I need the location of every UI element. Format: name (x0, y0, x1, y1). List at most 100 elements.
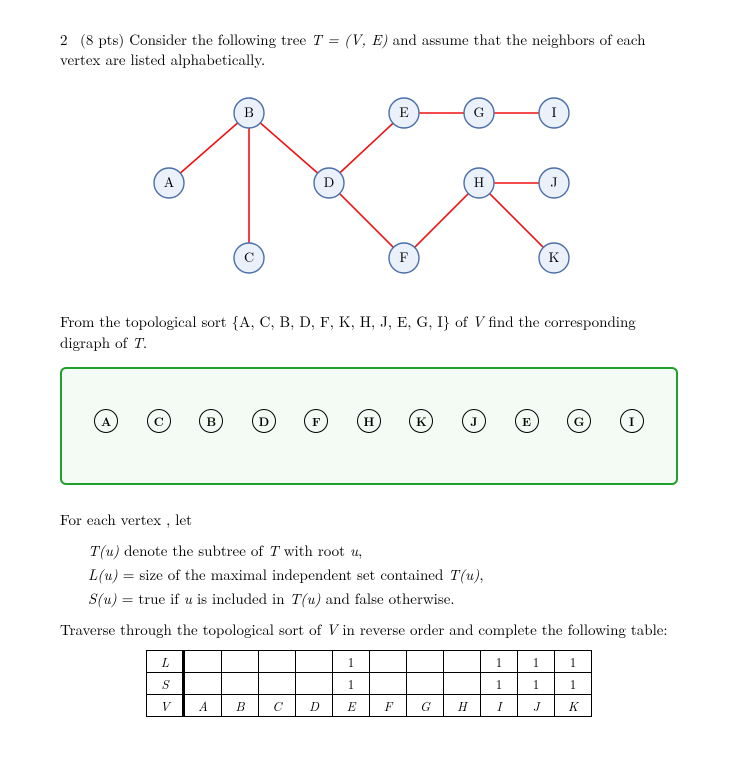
def-S-f: and false otherwise. (321, 588, 455, 609)
answer-node: J (462, 409, 486, 433)
tree-node-label: K (549, 247, 560, 267)
def-S-b: = true if (117, 588, 184, 609)
table-cell: 1 (481, 650, 518, 672)
table-row: S1111 (147, 672, 592, 694)
def-L-c: T(u) (448, 564, 479, 585)
tree-edge (415, 193, 469, 247)
table-cell: 1 (481, 672, 518, 694)
problem-number: 2 (60, 29, 68, 50)
tree-node-label: B (244, 102, 254, 122)
tree-diagram: A B C D E F G H I J K (109, 83, 629, 293)
stem-a: Consider the following tree (129, 29, 311, 50)
tree-node-label: A (164, 172, 175, 192)
table-cell (184, 672, 222, 694)
def-S-d: is included in (192, 588, 290, 609)
table-cell: I (481, 694, 518, 716)
row-label: L (147, 650, 185, 672)
answer-node: D (252, 409, 276, 433)
table-cell (444, 650, 481, 672)
table-cell (184, 650, 222, 672)
defs-block: T(u) denote the subtree of T with root u… (88, 540, 678, 609)
def-T: T(u) denote the subtree of T with root u… (88, 540, 678, 561)
mid-t: T (132, 332, 143, 353)
def-T-f: , (358, 540, 362, 561)
def-L-b: = size of the maximal independent set co… (118, 564, 449, 585)
def-T-e: u (350, 540, 358, 561)
table-row: VABCDEFGHIJK (147, 694, 592, 716)
tree-node-label: C (244, 247, 254, 267)
def-S: S(u) = true if u is included in T(u) and… (88, 588, 678, 609)
answer-node: H (357, 409, 381, 433)
answer-node: K (409, 409, 433, 433)
tree-node-label: J (550, 172, 557, 192)
mid-c: . (143, 332, 147, 353)
tree-node-label: D (324, 172, 335, 192)
tree-node-label: I (551, 102, 556, 122)
table-cell (259, 650, 296, 672)
problem-points: (8 pts) (80, 29, 124, 50)
def-T-b: denote the subtree of (119, 540, 268, 561)
table-cell: 1 (518, 650, 555, 672)
table-cell (222, 650, 259, 672)
answer-box: ACBDFHKJEGI (60, 367, 678, 485)
table-cell (259, 672, 296, 694)
trav-b: in reverse order and complete the follow… (337, 619, 667, 640)
def-L-sym: L(u) (88, 564, 118, 585)
def-S-c: u (184, 588, 192, 609)
trav-v: V (326, 619, 337, 640)
tree-node-label: F (399, 247, 408, 267)
def-T-d: with root (279, 540, 350, 561)
answer-node: E (515, 409, 539, 433)
tree-node-label: G (474, 102, 485, 122)
table-cell: 1 (518, 672, 555, 694)
row-label: S (147, 672, 185, 694)
tree-edge (340, 193, 394, 247)
def-S-e: T(u) (290, 588, 321, 609)
table-cell (296, 650, 333, 672)
data-table: L1111S1111VABCDEFGHIJK (146, 650, 592, 717)
problem-statement: 2 (8 pts) Consider the following tree T … (60, 30, 678, 71)
mid-a: From the topological sort {A, C, B, D, F… (60, 311, 472, 332)
trav-a: Traverse through the topological sort of (60, 619, 326, 640)
table-cell: A (184, 694, 222, 716)
tree-edge (260, 122, 317, 172)
tree-node-label: E (399, 102, 409, 122)
table-cell: F (370, 694, 407, 716)
answer-node: G (567, 409, 591, 433)
row-label: V (147, 694, 185, 716)
tree-edge (180, 122, 237, 172)
def-L: L(u) = size of the maximal independent s… (88, 564, 678, 585)
tree-node-label: H (474, 172, 485, 192)
table-cell: K (555, 694, 592, 716)
table-cell: 1 (333, 672, 370, 694)
mid-v: V (472, 311, 483, 332)
table-cell: D (296, 694, 333, 716)
table-cell: C (259, 694, 296, 716)
table-cell: 1 (333, 650, 370, 672)
table-cell (444, 672, 481, 694)
table-cell: 1 (555, 672, 592, 694)
def-T-sym: T(u) (88, 540, 119, 561)
table-cell: G (407, 694, 444, 716)
mid-text: From the topological sort {A, C, B, D, F… (60, 311, 678, 353)
traverse-text: Traverse through the topological sort of… (60, 619, 678, 640)
table-cell (296, 672, 333, 694)
table-cell: H (444, 694, 481, 716)
answer-node: F (304, 409, 328, 433)
def-L-d: , (479, 564, 483, 585)
table-cell: J (518, 694, 555, 716)
table-cell (222, 672, 259, 694)
answer-node: B (199, 409, 223, 433)
def-S-sym: S(u) (88, 588, 117, 609)
table-cell: E (333, 694, 370, 716)
defs-lead: For each vertex , let (60, 509, 678, 530)
table-row: L1111 (147, 650, 592, 672)
answer-node: A (94, 409, 118, 433)
answer-node: I (620, 409, 644, 433)
answer-node: C (147, 409, 171, 433)
table-cell (370, 650, 407, 672)
table-cell (407, 650, 444, 672)
table-cell: B (222, 694, 259, 716)
def-T-c: T (268, 540, 279, 561)
stem-eq: T = (V, E) (311, 29, 388, 50)
